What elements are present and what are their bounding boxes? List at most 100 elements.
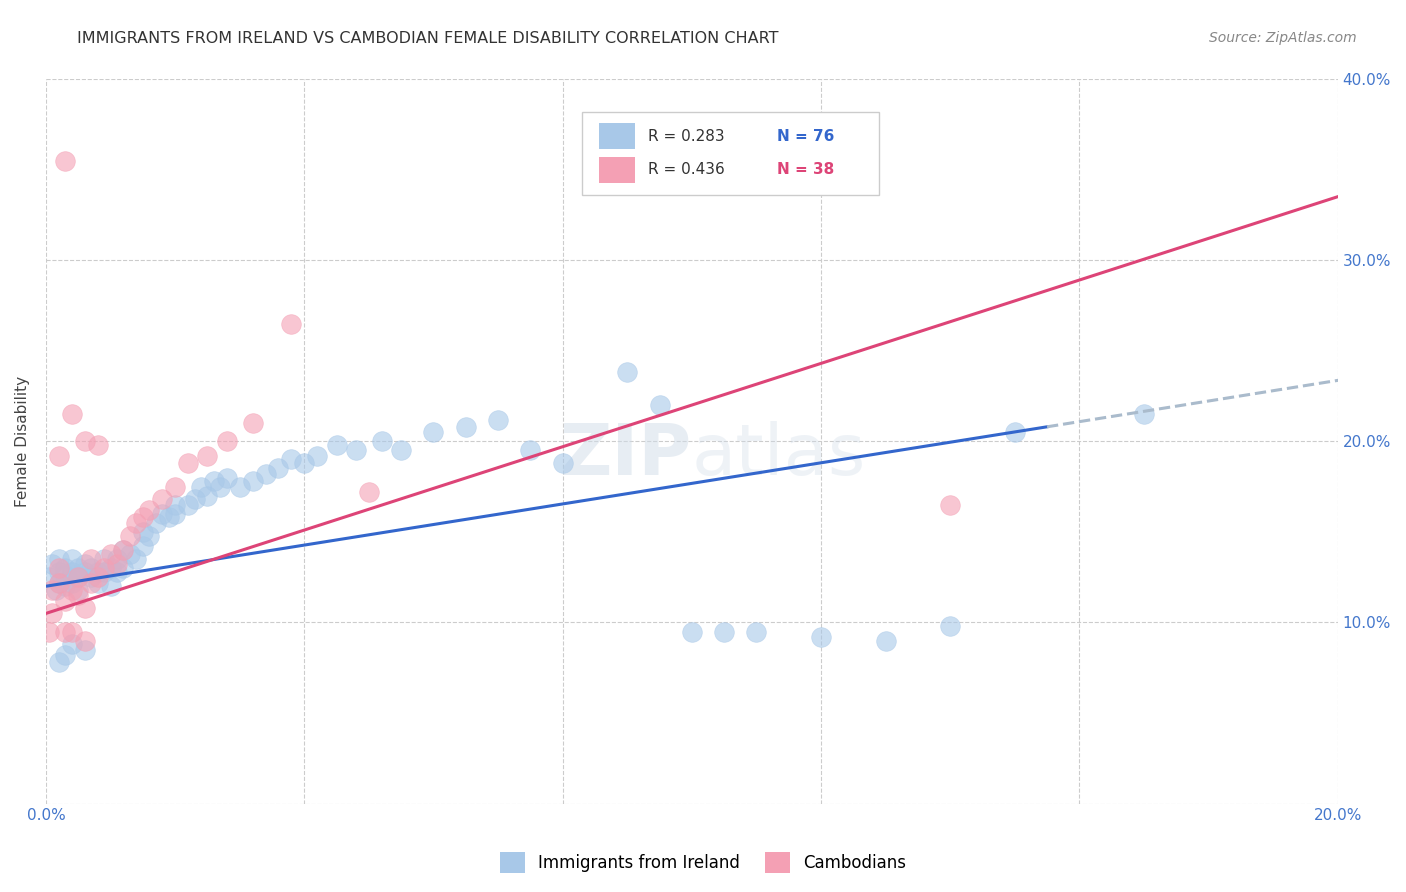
Point bbox=[292, 456, 315, 470]
Text: Source: ZipAtlas.com: Source: ZipAtlas.com bbox=[1209, 31, 1357, 45]
Point bbox=[150, 507, 173, 521]
Point bbox=[93, 565, 115, 579]
Point bbox=[105, 558, 128, 572]
Point bbox=[681, 624, 703, 639]
FancyBboxPatch shape bbox=[599, 123, 636, 149]
Point bbox=[45, 582, 67, 597]
Point bbox=[48, 575, 70, 590]
Point bbox=[41, 607, 63, 621]
Point bbox=[150, 492, 173, 507]
Point bbox=[939, 498, 962, 512]
Point bbox=[60, 624, 83, 639]
Point bbox=[86, 438, 108, 452]
Point bbox=[132, 524, 155, 539]
Point bbox=[67, 570, 90, 584]
Point bbox=[112, 561, 135, 575]
Point bbox=[48, 656, 70, 670]
Point bbox=[1133, 407, 1156, 421]
Point bbox=[86, 575, 108, 590]
Point bbox=[197, 449, 219, 463]
Point bbox=[60, 407, 83, 421]
Point bbox=[145, 516, 167, 530]
Point bbox=[138, 503, 160, 517]
Point bbox=[93, 552, 115, 566]
Point bbox=[486, 412, 509, 426]
Point bbox=[745, 624, 768, 639]
Point bbox=[202, 474, 225, 488]
Point bbox=[810, 630, 832, 644]
Text: atlas: atlas bbox=[692, 421, 866, 491]
Point bbox=[60, 637, 83, 651]
Point bbox=[80, 561, 103, 575]
Point bbox=[73, 434, 96, 449]
Point bbox=[93, 561, 115, 575]
Point bbox=[105, 552, 128, 566]
Point bbox=[73, 601, 96, 615]
Point bbox=[60, 575, 83, 590]
Point bbox=[157, 510, 180, 524]
Point bbox=[713, 624, 735, 639]
Point bbox=[86, 565, 108, 579]
Point bbox=[48, 552, 70, 566]
Point bbox=[53, 561, 76, 575]
Point bbox=[86, 570, 108, 584]
Point bbox=[80, 575, 103, 590]
Point bbox=[215, 470, 238, 484]
Point bbox=[48, 565, 70, 579]
Point bbox=[228, 480, 250, 494]
Point bbox=[215, 434, 238, 449]
Point bbox=[60, 582, 83, 597]
Point bbox=[105, 565, 128, 579]
Point bbox=[209, 480, 232, 494]
Point bbox=[1004, 425, 1026, 440]
Point bbox=[67, 570, 90, 584]
Point bbox=[357, 485, 380, 500]
Point bbox=[38, 570, 60, 584]
Text: N = 38: N = 38 bbox=[778, 162, 834, 177]
Point bbox=[183, 492, 205, 507]
Point bbox=[371, 434, 394, 449]
Point bbox=[73, 642, 96, 657]
Point bbox=[67, 582, 90, 597]
FancyBboxPatch shape bbox=[599, 156, 636, 183]
Point bbox=[280, 317, 302, 331]
Point bbox=[112, 543, 135, 558]
Text: R = 0.436: R = 0.436 bbox=[648, 162, 724, 177]
Point bbox=[38, 624, 60, 639]
Point bbox=[41, 582, 63, 597]
Point bbox=[138, 528, 160, 542]
Point bbox=[53, 624, 76, 639]
Point bbox=[60, 552, 83, 566]
Point bbox=[125, 552, 148, 566]
Point bbox=[165, 498, 187, 512]
Point bbox=[100, 561, 122, 575]
Text: R = 0.283: R = 0.283 bbox=[648, 128, 724, 144]
Point bbox=[53, 153, 76, 168]
Point bbox=[325, 438, 347, 452]
Point bbox=[242, 416, 264, 430]
Point bbox=[100, 579, 122, 593]
Point bbox=[254, 467, 277, 481]
Point bbox=[551, 456, 574, 470]
Point bbox=[454, 419, 477, 434]
Text: IMMIGRANTS FROM IRELAND VS CAMBODIAN FEMALE DISABILITY CORRELATION CHART: IMMIGRANTS FROM IRELAND VS CAMBODIAN FEM… bbox=[77, 31, 779, 46]
FancyBboxPatch shape bbox=[582, 112, 879, 195]
Point bbox=[422, 425, 444, 440]
Point bbox=[519, 443, 541, 458]
Point bbox=[132, 540, 155, 554]
Point bbox=[165, 480, 187, 494]
Text: ZIP: ZIP bbox=[560, 421, 692, 491]
Point bbox=[177, 498, 200, 512]
Point bbox=[80, 570, 103, 584]
Point bbox=[875, 633, 897, 648]
Point bbox=[648, 398, 671, 412]
Point bbox=[73, 565, 96, 579]
Point bbox=[41, 558, 63, 572]
Point bbox=[118, 528, 141, 542]
Point bbox=[118, 547, 141, 561]
Point bbox=[616, 366, 638, 380]
Point bbox=[197, 489, 219, 503]
Point bbox=[280, 452, 302, 467]
Point bbox=[67, 561, 90, 575]
Point bbox=[67, 588, 90, 602]
